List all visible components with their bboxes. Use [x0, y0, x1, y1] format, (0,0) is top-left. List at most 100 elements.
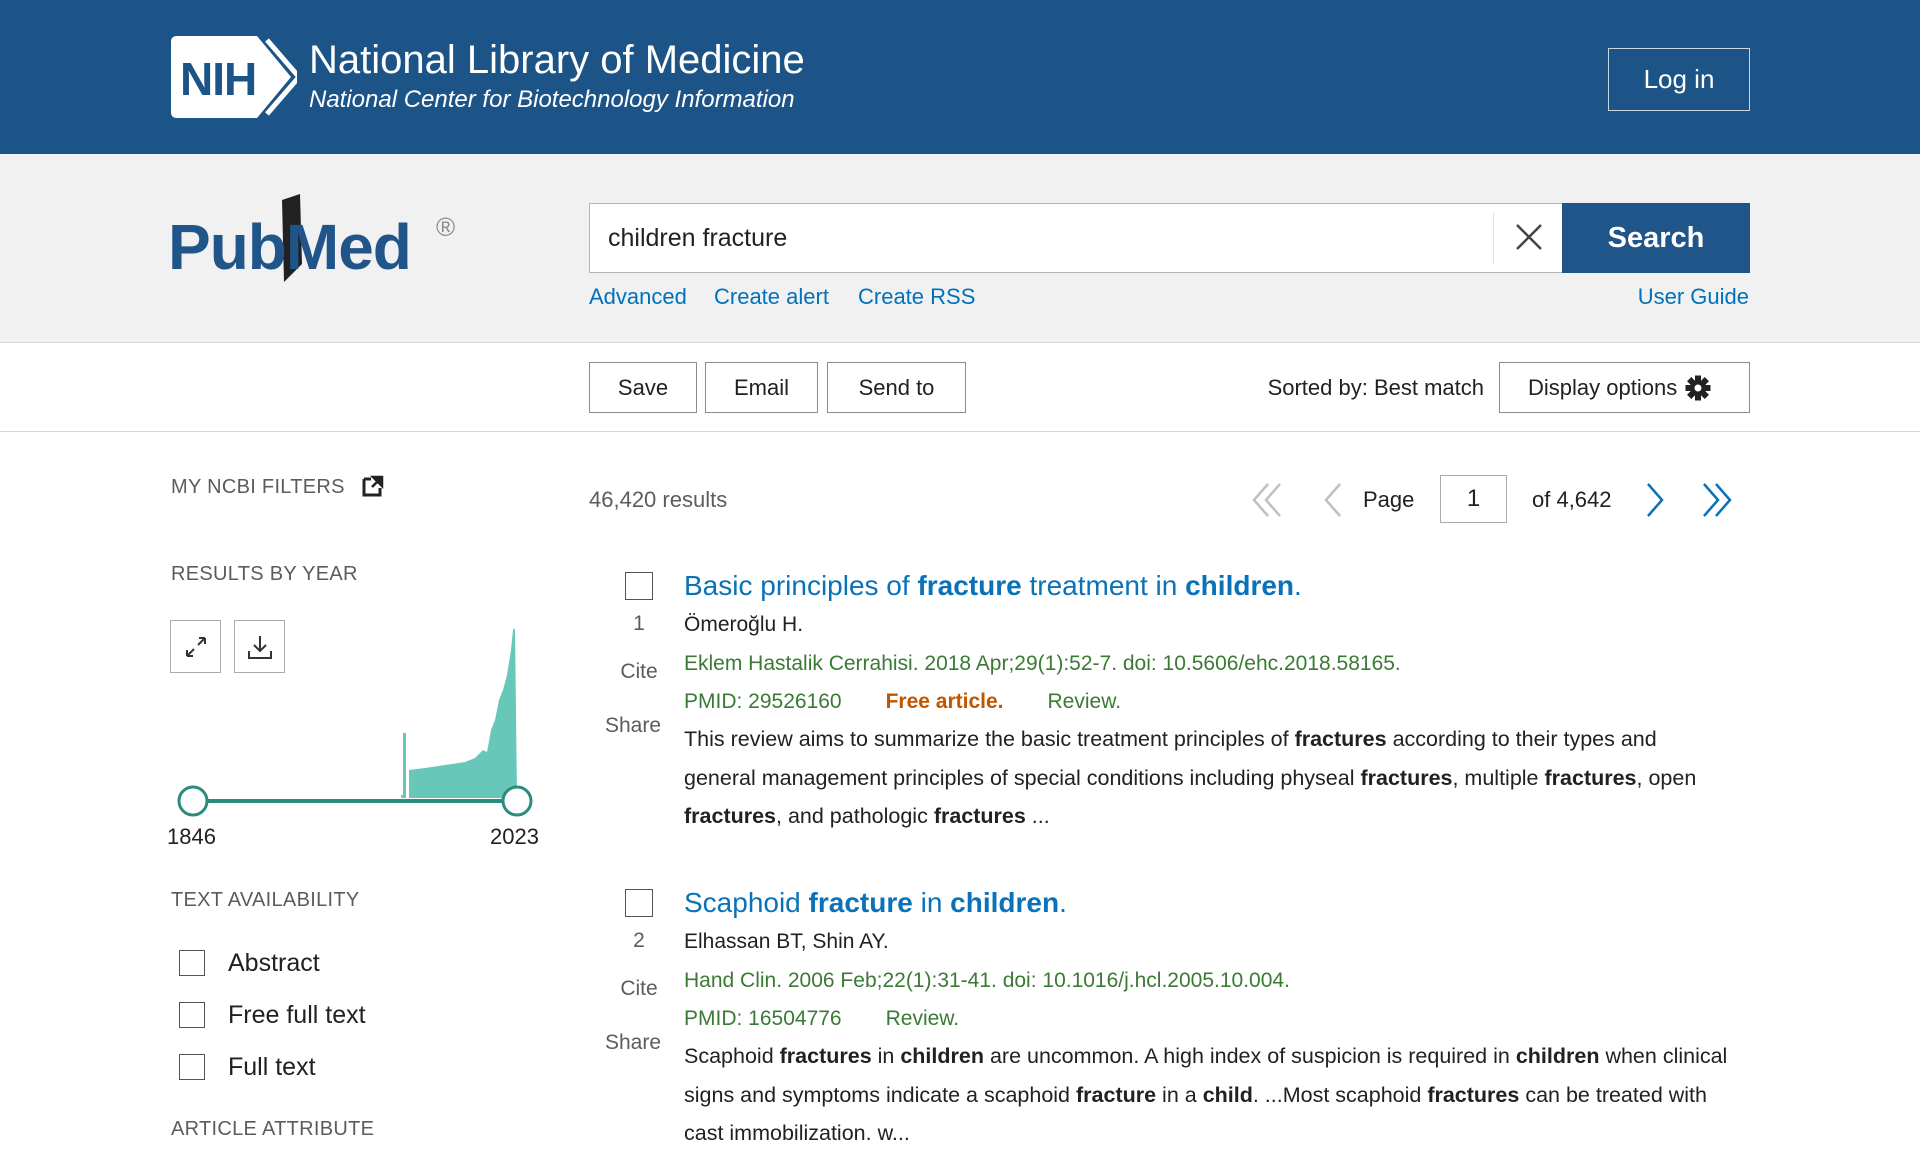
result-number: 1 [633, 612, 645, 635]
text: Scaphoid [684, 887, 809, 918]
filter-label[interactable]: Full text [228, 1053, 316, 1081]
text: in [871, 1044, 901, 1068]
divider [1493, 212, 1494, 264]
text: according to their types and general man… [684, 727, 1657, 790]
year-start: 1846 [167, 824, 216, 849]
text: when clinical signs and symptoms indicat… [684, 1044, 1728, 1107]
text: . [1294, 570, 1302, 601]
text: in a [1156, 1082, 1203, 1107]
authors: Ömeroğlu H. [684, 613, 804, 636]
text: This review aims to summarize the basic … [684, 727, 1295, 751]
pmid-row: PMID: 16504776 Review. [684, 1007, 959, 1031]
text: . [1059, 887, 1067, 918]
share-button[interactable]: Share [604, 1031, 662, 1054]
text: are uncommon. A high index of suspicion … [983, 1044, 1516, 1068]
page-label: Page [1363, 487, 1415, 512]
bold-text: child [1202, 1082, 1253, 1107]
article-type: Review. [1047, 690, 1122, 713]
send-to-button[interactable]: Send to [827, 362, 966, 413]
site-title: National Library of Medicine [309, 38, 805, 82]
text-availability: TEXT AVAILABILITY [171, 889, 360, 911]
bold-text: fracture [1076, 1082, 1157, 1107]
create-rss-link[interactable]: Create RSS [858, 284, 976, 309]
bold-text: fractures [779, 1044, 872, 1068]
search-band: PubMed ® children fracture Search Advanc… [0, 154, 1920, 343]
bold-text: fracture [917, 570, 1022, 601]
free-article: Free article. [885, 690, 1004, 713]
bold-text: fractures [1544, 765, 1637, 790]
text: Basic principles of [684, 570, 918, 601]
pubmed-logo: PubMed [168, 211, 412, 283]
email-button[interactable]: Email [705, 362, 818, 413]
text: , multiple [1452, 765, 1545, 790]
bold-text: children [950, 887, 1060, 918]
user-guide-link[interactable]: User Guide [1637, 284, 1749, 309]
header: NIH National Library of Medicine Nationa… [0, 0, 1920, 154]
article-attribute: ARTICLE ATTRIBUTE [171, 1118, 375, 1140]
my-ncbi-filters[interactable]: MY NCBI FILTERS [171, 476, 345, 498]
nih-logo: NIH [180, 53, 257, 105]
text: in [912, 887, 951, 918]
filter-checkbox[interactable] [179, 950, 205, 976]
citation: Hand Clin. 2006 Feb;22(1):31-41. doi: 10… [684, 969, 1290, 992]
result-title[interactable]: Basic principles of fracture treatment i… [684, 570, 1302, 602]
text: . ...Most scaphoid [1252, 1082, 1428, 1107]
site-subtitle: National Center for Biotechnology Inform… [309, 86, 795, 113]
search-input[interactable]: children fracture [589, 203, 1563, 273]
bold-text: fractures [1294, 727, 1387, 751]
bold-text: fractures [1360, 765, 1453, 790]
save-button[interactable]: Save [589, 362, 697, 413]
pmid: PMID: 16504776 [684, 1007, 842, 1030]
pubmed-bookmark [282, 194, 302, 282]
bold-text: children [900, 1044, 984, 1068]
expand-button[interactable] [170, 620, 221, 673]
external-icon [362, 475, 384, 497]
login-button[interactable]: Log in [1608, 48, 1750, 111]
filter-checkbox[interactable] [179, 1054, 205, 1080]
snippet: This review aims to summarize the basic … [684, 720, 1734, 836]
text: treatment in [1021, 570, 1186, 601]
filter-checkbox[interactable] [179, 1002, 205, 1028]
share-button[interactable]: Share [604, 714, 662, 737]
citation: Eklem Hastalik Cerrahisi. 2018 Apr;29(1)… [684, 652, 1401, 675]
gear-icon [1685, 375, 1711, 400]
clear-icon[interactable] [1514, 222, 1544, 252]
bold-text: children [1515, 1044, 1600, 1068]
bold-text: fractures [933, 804, 1026, 828]
page-input[interactable]: 1 [1440, 475, 1507, 523]
snippet: Scaphoid fractures in children are uncom… [684, 1037, 1734, 1153]
filter-label[interactable]: Free full text [228, 1001, 366, 1029]
bold-text: fracture [808, 887, 913, 918]
cite-button[interactable]: Cite [620, 977, 658, 1000]
display-options-label: Display options [1528, 374, 1678, 400]
registered-mark: ® [436, 212, 456, 242]
toolbar: Save Email Send to Sorted by: Best match… [0, 343, 1920, 432]
result-number: 2 [633, 929, 645, 952]
cite-button[interactable]: Cite [620, 660, 658, 683]
results-by-year: RESULTS BY YEAR [171, 563, 358, 585]
sorted-by[interactable]: Sorted by: Best match [1267, 375, 1484, 400]
text: , open [1636, 765, 1697, 790]
search-button[interactable]: Search [1562, 203, 1750, 273]
bold-text: fractures [1427, 1082, 1520, 1107]
advanced-link[interactable]: Advanced [589, 284, 687, 309]
select-checkbox[interactable] [625, 572, 653, 600]
result-title[interactable]: Scaphoid fracture in children. [684, 887, 1067, 919]
nih-logo-shape [171, 36, 297, 118]
create-alert-link[interactable]: Create alert [714, 284, 829, 309]
download-button[interactable] [234, 620, 285, 673]
authors: Elhassan BT, Shin AY. [684, 930, 889, 953]
search-query: children fracture [608, 224, 788, 252]
text: ... [1025, 804, 1050, 828]
select-checkbox[interactable] [625, 889, 653, 917]
year-end: 2023 [490, 824, 539, 849]
text: , and pathologic [776, 804, 934, 828]
article-type: Review. [885, 1007, 960, 1030]
of-pages: of 4,642 [1532, 487, 1612, 512]
filter-label[interactable]: Abstract [228, 949, 320, 977]
pagination-icons [1252, 483, 1732, 517]
pmid: PMID: 29526160 [684, 690, 842, 713]
text: Scaphoid [684, 1044, 780, 1068]
display-options-button[interactable]: Display options [1499, 362, 1750, 413]
